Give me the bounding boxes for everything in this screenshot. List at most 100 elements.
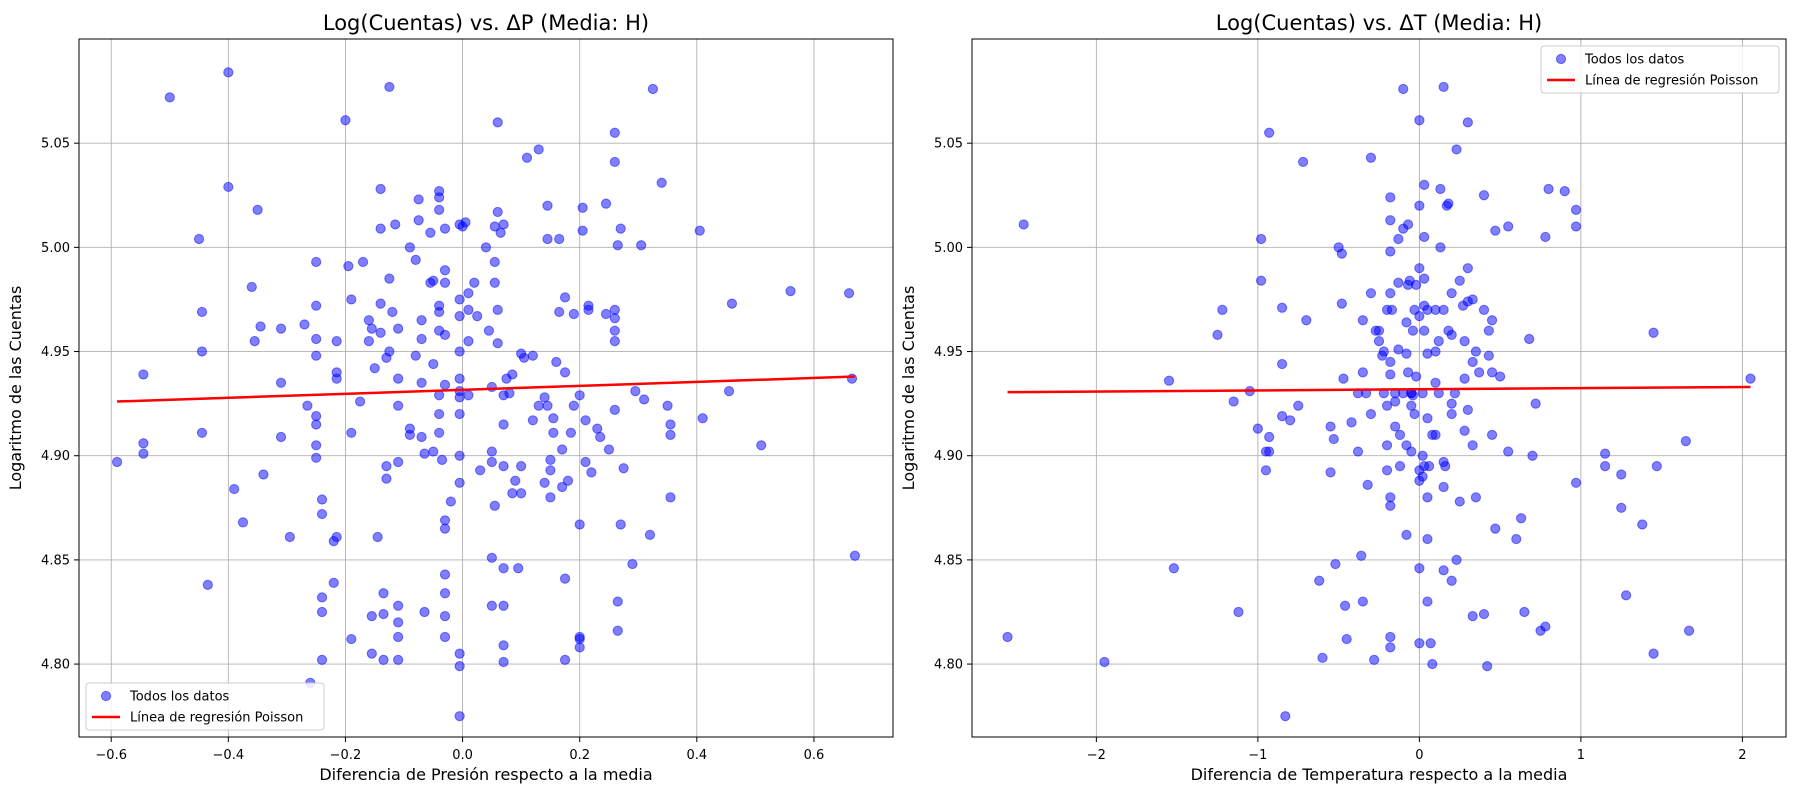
data-point [439,588,451,599]
data-point [416,333,427,345]
data-point [615,223,626,234]
data-point [1540,621,1551,632]
data-point [1451,554,1462,565]
legend-marker-points [1555,53,1567,65]
data-point [1260,465,1272,476]
data-point [463,336,474,347]
data-point [454,294,465,305]
data-point [1425,638,1436,649]
data-point [1336,298,1347,309]
data-point [1168,563,1179,574]
data-point [311,411,322,422]
data-point [647,83,658,95]
scatter-series [1002,81,1756,722]
y-tick-label: 4.85 [934,553,963,568]
data-point [439,611,451,622]
data-point [454,373,465,384]
data-point [454,648,465,659]
data-point [357,256,369,268]
data-point [1417,471,1428,482]
data-point [507,369,518,380]
data-point [1401,348,1412,359]
data-point [1385,492,1396,503]
data-point [1446,575,1457,586]
data-point [410,254,421,265]
data-point [1414,263,1425,274]
data-point [1616,502,1627,513]
data-point [1390,421,1401,432]
data-point [1365,152,1377,163]
data-point [1470,346,1482,357]
data-point [416,377,427,388]
data-point [513,563,524,574]
data-point [346,633,357,645]
data-point [381,473,392,484]
data-point [1314,575,1325,586]
legend: Todos los datos Línea de regresión Poisso… [1540,45,1780,94]
data-point [275,431,287,443]
data-point [284,531,295,543]
data-point [1483,325,1494,336]
data-point [316,508,328,520]
data-point [498,656,509,668]
data-point [1385,288,1396,299]
data-point [662,400,673,411]
data-point [1393,233,1404,245]
data-point [434,390,445,401]
data-point [510,475,521,486]
data-point [1462,117,1473,128]
data-point [378,654,389,666]
data-point [1462,404,1473,415]
data-point [568,308,579,320]
data-point [1317,652,1328,663]
right-panel-temperature: −2 −1 0 1 2 4.80 4.85 4.90 4.95 5.00 5.05 Log(Cuent… [899,11,1787,784]
x-tick-label: −0.6 [95,748,127,763]
data-point [1417,450,1428,461]
data-point [249,336,260,347]
data-point [1559,186,1570,197]
legend-label-points: Todos los datos [129,690,230,705]
data-point [404,429,415,440]
data-point [551,356,562,368]
data-point [1365,288,1377,299]
x-tick-label: 1 [1577,748,1585,763]
data-point [439,523,451,534]
data-point [246,281,257,293]
data-point [557,481,568,493]
data-point [439,631,451,643]
data-point [428,446,439,457]
data-point [1325,421,1336,432]
data-point [164,92,175,103]
data-point [1478,190,1490,201]
data-point [378,608,389,620]
data-point [609,156,620,168]
data-point [428,275,439,286]
data-point [316,606,328,618]
data-point [612,240,623,251]
data-point [630,386,641,397]
data-point [483,325,495,336]
data-point [1381,465,1393,476]
data-point [592,423,603,434]
data-point [1600,461,1611,472]
x-tick-label: 0 [1415,748,1423,763]
data-point [603,444,615,455]
data-point [539,477,550,488]
data-point [1338,373,1349,384]
data-point [1357,315,1368,326]
data-point [1570,204,1582,215]
data-point [223,67,234,78]
legend-box [85,682,325,731]
data-point [665,429,676,440]
data-point [1255,233,1267,245]
data-point [489,500,500,511]
data-point [542,400,553,411]
data-point [196,427,208,438]
data-point [111,456,123,468]
data-point [1365,408,1377,420]
data-point [445,496,456,507]
data-point [1330,558,1341,570]
data-point [1401,317,1412,328]
data-point [229,483,240,495]
data-point [311,256,322,268]
